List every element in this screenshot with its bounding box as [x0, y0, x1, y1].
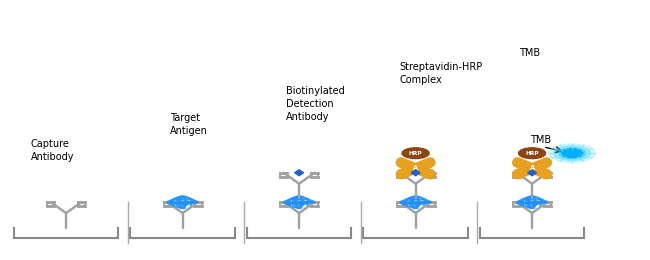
Text: Biotinylated
Detection
Antibody: Biotinylated Detection Antibody: [286, 86, 345, 122]
Circle shape: [558, 148, 586, 159]
Polygon shape: [411, 170, 420, 176]
Circle shape: [561, 149, 583, 158]
Text: A: A: [413, 165, 418, 171]
Polygon shape: [528, 170, 536, 176]
Text: Target
Antigen: Target Antigen: [170, 113, 207, 136]
Text: Capture
Antibody: Capture Antibody: [31, 139, 74, 162]
Text: Streptavidin-HRP
Complex: Streptavidin-HRP Complex: [400, 62, 483, 85]
Text: HRP: HRP: [525, 151, 539, 156]
Circle shape: [549, 144, 595, 162]
Text: TMB: TMB: [519, 48, 540, 58]
Circle shape: [519, 148, 545, 159]
Circle shape: [402, 148, 429, 159]
Text: TMB: TMB: [530, 135, 552, 145]
Text: A: A: [530, 165, 535, 171]
Text: HRP: HRP: [409, 151, 423, 156]
Polygon shape: [294, 170, 304, 176]
Circle shape: [554, 146, 590, 160]
